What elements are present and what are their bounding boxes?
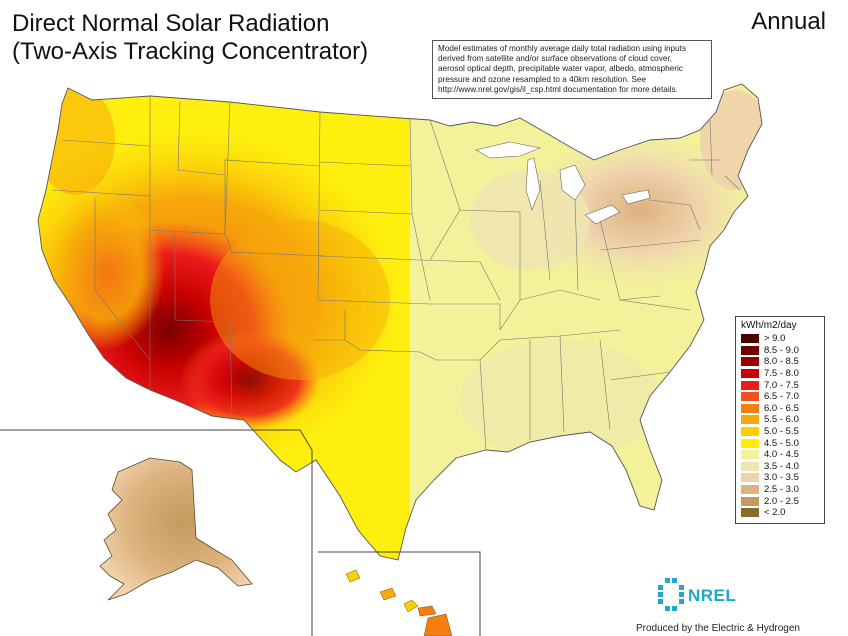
- note-line: derived from satellite and/or surface ob…: [438, 54, 672, 64]
- nrel-logo-icon: [658, 578, 684, 611]
- legend-label: 8.0 - 8.5: [764, 356, 799, 368]
- legend-label: 5.0 - 5.5: [764, 426, 799, 438]
- note-line: pressure and ozone resampled to a 40km r…: [438, 74, 646, 84]
- legend-item: 2.0 - 2.5: [741, 495, 819, 507]
- legend-label: 2.0 - 2.5: [764, 495, 799, 507]
- legend-items: > 9.0 8.5 - 9.0 8.0 - 8.5 7.5 - 8.0 7.0 - 7.…: [741, 333, 819, 519]
- legend-swatch: [741, 473, 759, 483]
- legend-swatch: [741, 415, 759, 425]
- legend-label: 7.0 - 7.5: [764, 379, 799, 391]
- legend-swatch: [741, 380, 759, 390]
- legend-label: 8.5 - 9.0: [764, 344, 799, 356]
- legend: kWh/m2/day > 9.0 8.5 - 9.0 8.0 - 8.5 7.5 - …: [735, 316, 825, 524]
- alaska-shape: [99, 457, 253, 601]
- legend-swatch: [741, 345, 759, 355]
- map-subtitle: (Two-Axis Tracking Concentrator): [12, 38, 369, 65]
- note-line: Model estimates of monthly average daily…: [438, 44, 687, 53]
- legend-swatch: [741, 438, 759, 448]
- legend-item: 2.5 - 3.0: [741, 484, 819, 496]
- legend-item: 7.0 - 7.5: [741, 379, 819, 391]
- note-line: http://www.nrel.gov/gis/il_csp.html docu…: [438, 84, 678, 94]
- credit-line: Produced by the Electric & Hydrogen: [636, 623, 800, 634]
- nrel-logo-text: NREL: [688, 586, 737, 605]
- legend-label: 7.5 - 8.0: [764, 368, 799, 380]
- legend-item: < 2.0: [741, 507, 819, 519]
- state-boundaries: [51, 96, 741, 451]
- legend-swatch: [741, 485, 759, 495]
- us-outline: [37, 83, 763, 561]
- legend-title: kWh/m2/day: [741, 320, 797, 331]
- legend-item: > 9.0: [741, 333, 819, 345]
- legend-label: 5.5 - 6.0: [764, 414, 799, 426]
- legend-label: > 9.0: [764, 333, 786, 345]
- great-lakes: [475, 141, 651, 225]
- model-note: Model estimates of monthly average daily…: [432, 40, 712, 100]
- legend-swatch: [741, 496, 759, 506]
- hawaii-islands: [345, 569, 453, 636]
- legend-swatch: [741, 450, 759, 460]
- legend-item: 4.0 - 4.5: [741, 449, 819, 461]
- legend-item: 4.5 - 5.0: [741, 437, 819, 449]
- legend-item: 7.5 - 8.0: [741, 368, 819, 380]
- legend-swatch: [741, 461, 759, 471]
- period-label: Annual: [751, 8, 826, 35]
- legend-item: 6.5 - 7.0: [741, 391, 819, 403]
- legend-item: 8.5 - 9.0: [741, 345, 819, 357]
- legend-item: 5.0 - 5.5: [741, 426, 819, 438]
- contiguous-us: [38, 84, 762, 560]
- legend-label: 6.5 - 7.0: [764, 391, 799, 403]
- legend-label: 3.0 - 3.5: [764, 472, 799, 484]
- map-title: Direct Normal Solar Radiation: [12, 10, 330, 37]
- legend-swatch: [741, 403, 759, 413]
- legend-label: 3.5 - 4.0: [764, 460, 799, 472]
- legend-label: 4.0 - 4.5: [764, 449, 799, 461]
- inset-frames: [0, 429, 481, 636]
- legend-item: 8.0 - 8.5: [741, 356, 819, 368]
- note-line: aerosol optical depth, precipitable wate…: [438, 64, 683, 74]
- legend-swatch: [741, 427, 759, 437]
- legend-label: 2.5 - 3.0: [764, 484, 799, 496]
- legend-item: 3.5 - 4.0: [741, 461, 819, 473]
- legend-item: 3.0 - 3.5: [741, 472, 819, 484]
- legend-swatch: [741, 392, 759, 402]
- legend-item: 5.5 - 6.0: [741, 414, 819, 426]
- legend-label: < 2.0: [764, 507, 786, 519]
- legend-swatch: [741, 508, 759, 518]
- legend-label: 4.5 - 5.0: [764, 437, 799, 449]
- legend-swatch: [741, 334, 759, 344]
- legend-swatch: [741, 357, 759, 367]
- legend-swatch: [741, 369, 759, 379]
- legend-item: 6.0 - 6.5: [741, 403, 819, 415]
- legend-label: 6.0 - 6.5: [764, 402, 799, 414]
